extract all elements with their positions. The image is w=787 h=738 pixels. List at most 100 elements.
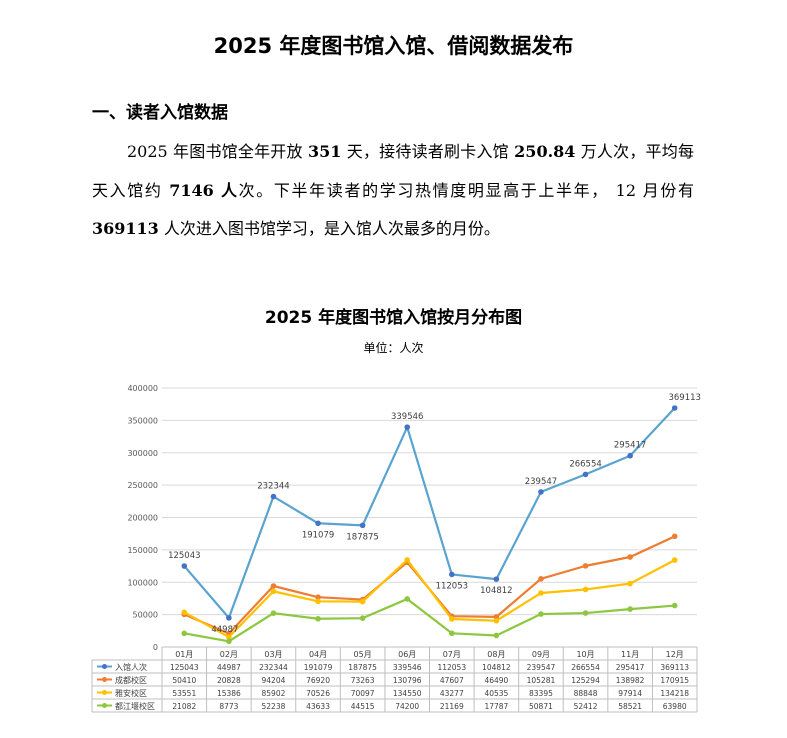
data-point <box>538 590 544 596</box>
table-cell: 239547 <box>527 663 556 672</box>
data-point <box>538 576 544 582</box>
table-cell: 17787 <box>484 702 508 711</box>
x-tick-label: 02月 <box>220 650 238 659</box>
data-point <box>671 405 678 411</box>
data-point <box>627 580 633 587</box>
table-cell: 104812 <box>482 663 511 672</box>
data-label: 339546 <box>391 412 423 422</box>
data-point <box>226 634 232 640</box>
y-tick-label: 0 <box>153 643 158 652</box>
paragraph-text: 万人次，平均每天入馆约 <box>92 142 694 200</box>
chart-title: 2025 年度图书馆入馆按月分布图 <box>264 308 523 328</box>
table-cell: 85902 <box>262 689 286 698</box>
table-cell: 50410 <box>172 676 196 685</box>
table-cell: 44515 <box>351 702 375 711</box>
paragraph-text: 2025 年图书馆全年开放 <box>127 142 309 161</box>
table-cell: 97914 <box>618 689 642 698</box>
data-point <box>181 630 188 637</box>
data-point <box>493 617 500 624</box>
y-tick-label: 200000 <box>127 514 158 523</box>
data-point <box>270 610 277 616</box>
legend-key-marker <box>102 690 107 695</box>
legend-label: 入馆人次 <box>115 662 147 672</box>
legend-label: 都江堰校区 <box>115 701 155 711</box>
table-cell: 134550 <box>393 689 422 698</box>
table-cell: 83395 <box>529 689 553 698</box>
data-point <box>226 615 232 621</box>
data-label: 44987 <box>211 625 238 635</box>
paragraph-emphasis: 351 <box>308 142 342 161</box>
paragraph-text: 人次进入图书馆学习，是入馆人次最多的月份。 <box>158 219 500 238</box>
table-cell: 130796 <box>393 676 422 685</box>
table-cell: 53551 <box>172 689 196 698</box>
paragraph-text: 次。下半年读者的学习热情度明显高于上半年， 12 月份有 <box>238 180 694 200</box>
x-tick-label: 10月 <box>576 650 594 659</box>
data-point <box>404 557 411 563</box>
data-point <box>493 614 500 620</box>
table-cell: 138982 <box>616 676 645 685</box>
paragraph-emphasis: 369113 <box>92 219 159 238</box>
data-point <box>493 576 500 582</box>
table-cell: 170915 <box>660 676 689 685</box>
table-cell: 266554 <box>571 663 600 672</box>
legend-label: 成都校区 <box>115 675 147 685</box>
data-point <box>315 594 321 600</box>
data-label: 369113 <box>668 393 700 403</box>
legend-label: 雅安校区 <box>115 688 147 698</box>
data-point <box>538 489 544 495</box>
data-point <box>359 615 366 621</box>
data-point <box>270 583 277 589</box>
table-cell: 76920 <box>306 676 330 685</box>
data-point <box>315 598 321 605</box>
table-cell: 73263 <box>351 676 375 685</box>
chart-unit-subtitle: 单位：人次 <box>363 341 424 355</box>
series-line-4 <box>184 597 675 643</box>
data-point <box>627 606 633 612</box>
data-point <box>493 632 500 639</box>
table-cell: 52238 <box>262 702 286 711</box>
data-point <box>582 471 589 478</box>
data-point <box>582 586 589 593</box>
data-label: 112053 <box>436 581 468 591</box>
data-point <box>671 602 678 609</box>
table-cell: 295417 <box>616 663 645 672</box>
data-point <box>448 616 455 622</box>
table-cell: 21082 <box>172 702 196 711</box>
document-title: 2025 年度图书馆入馆、借阅数据发布 <box>213 34 574 58</box>
table-cell: 125043 <box>170 663 199 672</box>
data-label: 239547 <box>525 477 557 487</box>
y-tick-label: 50000 <box>133 611 158 620</box>
table-cell: 187875 <box>348 663 377 672</box>
data-point <box>671 557 678 563</box>
table-cell: 134218 <box>660 689 689 698</box>
table-cell: 74200 <box>395 702 419 711</box>
legend-key-marker <box>102 664 107 669</box>
data-point <box>448 630 455 637</box>
table-cell: 125294 <box>571 676 600 685</box>
data-point <box>404 424 411 430</box>
table-cell: 63980 <box>663 702 687 711</box>
data-point <box>359 522 366 529</box>
x-tick-label: 03月 <box>264 650 282 659</box>
legend-key-marker <box>102 703 107 708</box>
x-tick-label: 11月 <box>621 650 639 659</box>
x-tick-label: 01月 <box>175 650 193 659</box>
legend-key-marker <box>102 677 107 682</box>
data-point <box>627 554 633 560</box>
series-line-1 <box>183 407 676 619</box>
data-point <box>270 493 277 500</box>
table-cell: 52412 <box>574 702 598 711</box>
data-point <box>404 596 411 602</box>
data-label: 266554 <box>569 459 601 469</box>
x-tick-label: 12月 <box>666 650 684 659</box>
series-line-3 <box>183 558 676 639</box>
table-cell: 8773 <box>219 702 238 711</box>
table-cell: 40535 <box>484 689 508 698</box>
y-tick-label: 150000 <box>127 546 158 555</box>
table-cell: 43633 <box>306 702 330 711</box>
data-point <box>448 571 455 578</box>
table-cell: 105281 <box>527 676 556 685</box>
data-label: 191079 <box>302 530 334 540</box>
table-cell: 58521 <box>618 702 642 711</box>
data-label: 125043 <box>168 551 200 561</box>
